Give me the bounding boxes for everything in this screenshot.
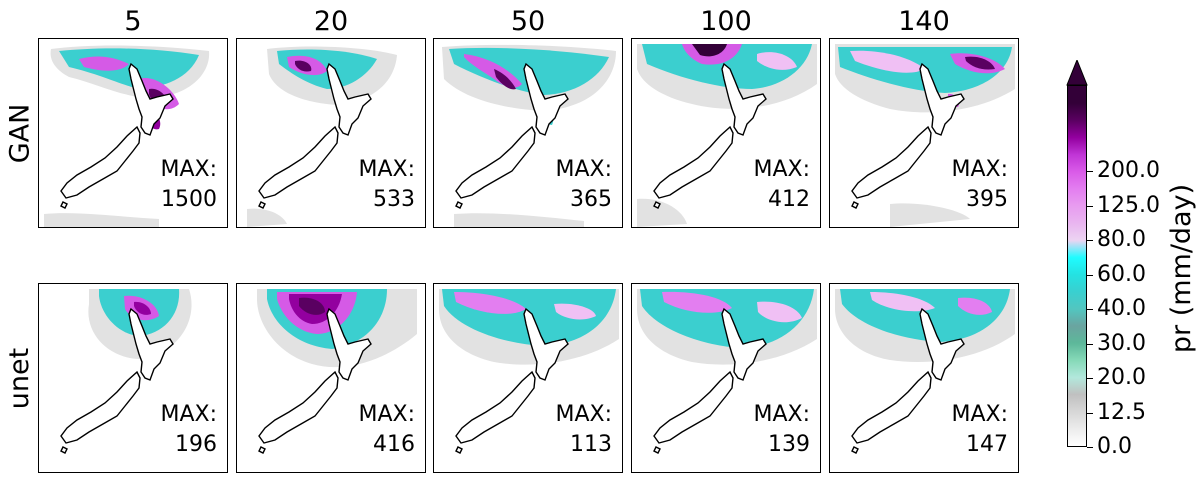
- column-title-5: 140: [898, 6, 950, 37]
- column-title-4: 100: [700, 6, 752, 37]
- colorbar-tick: [1087, 205, 1093, 207]
- colorbar-tick: [1087, 447, 1093, 448]
- row-label-unet: unet: [4, 347, 36, 409]
- max-annotation: MAX: 416: [358, 402, 415, 457]
- map-panel-unet-5: MAX: 196: [38, 283, 228, 473]
- map-panel-gan-140: MAX: 395: [829, 38, 1019, 228]
- map-panel-unet-100: MAX: 139: [631, 283, 821, 473]
- max-annotation: MAX: 395: [951, 157, 1008, 212]
- colorbar-tick-label: 200.0: [1097, 158, 1160, 184]
- map-panel-gan-50: MAX: 365: [433, 38, 623, 228]
- column-title-1: 5: [124, 6, 142, 37]
- colorbar-extend-arrow: [1066, 60, 1088, 86]
- colorbar: [1067, 85, 1087, 447]
- colorbar-tick-label: 30.0: [1097, 330, 1146, 356]
- precipitation-map: [60, 289, 192, 454]
- map-panel-gan-5: MAX: 1500: [38, 38, 228, 228]
- max-annotation: MAX: 147: [951, 402, 1008, 457]
- max-annotation: MAX: 139: [753, 402, 810, 457]
- colorbar-tick-label: 125.0: [1097, 192, 1160, 218]
- colorbar-title: pr (mm/day): [1166, 183, 1198, 353]
- column-title-3: 50: [510, 6, 546, 37]
- max-annotation: MAX: 533: [358, 157, 415, 212]
- max-annotation: MAX: 196: [160, 402, 217, 457]
- precipitation-map: [439, 289, 619, 454]
- row-label-gan: GAN: [4, 103, 36, 163]
- colorbar-tick-label: 40.0: [1097, 296, 1146, 322]
- column-title-2: 20: [313, 6, 349, 37]
- map-panel-gan-100: MAX: 412: [631, 38, 821, 228]
- colorbar-tick-label: 12.5: [1097, 399, 1146, 425]
- precipitation-map: [637, 44, 817, 227]
- precipitation-map: [835, 44, 1015, 227]
- colorbar-tick: [1087, 240, 1093, 242]
- colorbar-tick: [1087, 412, 1093, 414]
- max-annotation: MAX: 365: [555, 157, 612, 212]
- precipitation-map: [637, 289, 817, 454]
- colorbar-tick-label: 0.0: [1097, 434, 1132, 459]
- colorbar-tick: [1087, 274, 1093, 276]
- colorbar-tick-label: 20.0: [1097, 365, 1146, 391]
- colorbar-tick: [1087, 171, 1093, 173]
- max-annotation: MAX: 412: [753, 157, 810, 212]
- map-panel-unet-50: MAX: 113: [433, 283, 623, 473]
- colorbar-tick: [1087, 343, 1093, 345]
- map-panel-gan-20: MAX: 533: [236, 38, 426, 228]
- precipitation-map: [835, 289, 1015, 454]
- colorbar-tick-label: 60.0: [1097, 261, 1146, 287]
- max-annotation: MAX: 1500: [160, 157, 217, 212]
- colorbar-tick: [1087, 309, 1093, 311]
- precipitation-map: [257, 289, 417, 454]
- map-panel-unet-20: MAX: 416: [236, 283, 426, 473]
- max-annotation: MAX: 113: [555, 402, 612, 457]
- precipitation-map: [442, 44, 616, 227]
- colorbar-tick-label: 80.0: [1097, 227, 1146, 253]
- precipitation-map: [44, 45, 210, 227]
- precipitation-map: [247, 46, 397, 227]
- map-panel-unet-140: MAX: 147: [829, 283, 1019, 473]
- colorbar-tick: [1087, 378, 1093, 380]
